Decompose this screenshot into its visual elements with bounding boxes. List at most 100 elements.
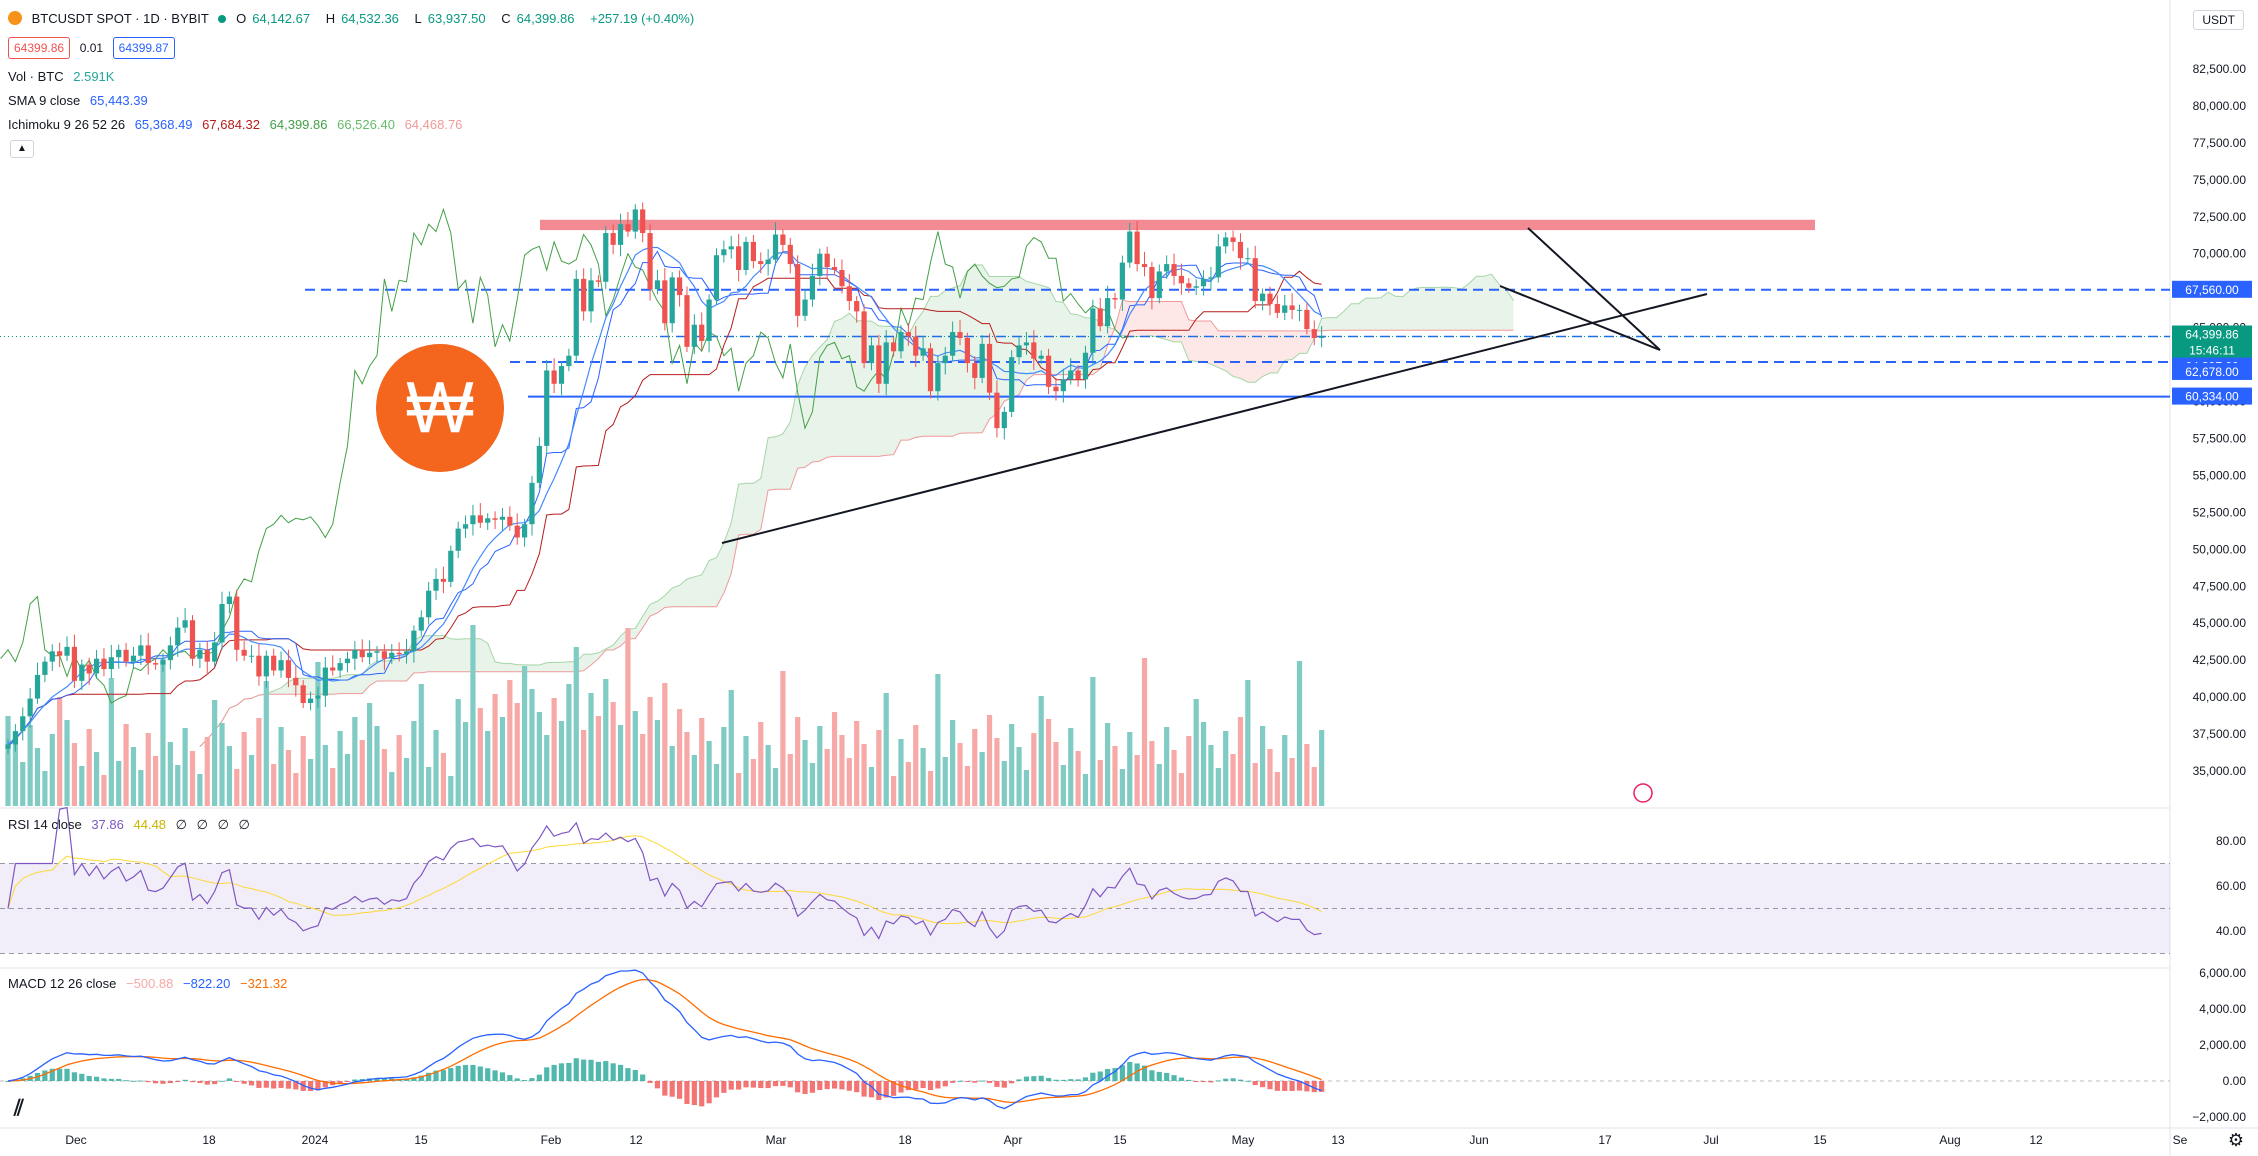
macd-histogram-bar — [470, 1064, 476, 1081]
macd-histogram-bar — [846, 1081, 852, 1091]
ichimoku-chikou-line — [0, 207, 1130, 704]
triangle-lower-line[interactable] — [1499, 285, 1661, 351]
candle-body — [1001, 411, 1007, 429]
volume-bar — [1252, 763, 1258, 806]
volume-bar — [212, 700, 218, 806]
ichimoku-cloud-segment — [495, 661, 503, 672]
macd-histogram-bar — [145, 1081, 151, 1083]
buy-button[interactable]: 64399.87 — [112, 37, 175, 59]
tradingview-logo-icon[interactable]: ⫽ — [14, 1095, 24, 1120]
volume-bar — [721, 727, 727, 806]
volume-legend[interactable]: Vol · BTC 2.591K — [8, 68, 120, 86]
ichimoku-cloud-segment — [1380, 292, 1389, 331]
rsi-line — [7, 806, 1322, 940]
candle-body — [1296, 309, 1303, 311]
ichimoku-cloud-segment — [1203, 320, 1211, 365]
candle-body — [1090, 308, 1096, 353]
ichimoku-cloud-segment — [1225, 330, 1234, 377]
ichimoku-cloud-segment — [827, 321, 835, 458]
ichimoku-label: Ichimoku 9 26 52 26 — [8, 117, 126, 132]
volume-bar — [1038, 696, 1044, 806]
rsi-legend[interactable]: RSI 14 close 37.86 44.48 ∅ ∅ ∅ ∅ — [8, 816, 256, 834]
macd-histogram-bar — [654, 1081, 661, 1089]
collapse-legend-button[interactable]: ▲ — [10, 140, 34, 158]
candle-body — [1009, 357, 1015, 412]
candle-body — [57, 651, 63, 656]
symbol-title[interactable]: BTCUSDT SPOT · 1D · BYBIT — [31, 11, 209, 26]
macd-histogram-bar — [765, 1081, 771, 1089]
volume-bar — [1245, 680, 1251, 806]
macd-legend[interactable]: MACD 12 26 close −500.88 −822.20 −321.32 — [8, 975, 293, 993]
ichimoku-cloud-segment — [738, 483, 746, 536]
ichimoku-cloud-segment — [760, 437, 769, 530]
macd-histogram-bar — [381, 1078, 387, 1081]
candle-body — [1311, 329, 1317, 338]
lightning-icon[interactable] — [1633, 783, 1653, 803]
price-axis-label: 50,000.00 — [2193, 542, 2247, 556]
candle-body — [986, 343, 993, 393]
candle-body — [359, 649, 365, 658]
candle-body — [448, 550, 454, 582]
volume-bar — [625, 628, 631, 806]
volume-bar — [595, 716, 601, 806]
volume-bar — [79, 766, 85, 806]
ichimoku-cloud-segment — [1137, 301, 1145, 337]
price-axis-label: 57,500.00 — [2193, 431, 2247, 445]
volume-bar — [728, 690, 734, 806]
currency-selector[interactable]: USDT — [2193, 10, 2244, 30]
ichimoku-cloud-segment — [731, 484, 739, 574]
macd-histogram-bar — [1274, 1081, 1280, 1091]
candle-body — [1208, 277, 1214, 279]
candle-body — [772, 234, 779, 260]
macd-histogram-bar — [883, 1081, 889, 1098]
macd-histogram-bar — [1119, 1065, 1125, 1081]
ichimoku-cloud-segment — [1115, 300, 1123, 336]
rsi-extra-2: ∅ — [196, 817, 208, 832]
time-axis-label: Mar — [766, 1133, 787, 1147]
volume-bar — [1127, 732, 1133, 806]
candle-body — [979, 343, 985, 378]
candle-body — [440, 578, 447, 582]
volume-bar — [654, 720, 661, 806]
rising-trendline[interactable] — [721, 293, 1708, 544]
ichimoku-cloud-segment — [849, 313, 857, 457]
sma-legend[interactable]: SMA 9 close 65,443.39 — [8, 92, 154, 110]
candle-body — [234, 596, 240, 650]
ichimoku-cloud-segment — [1144, 301, 1152, 337]
macd-histogram-bar — [1075, 1079, 1081, 1081]
settings-gear-icon[interactable]: ⚙ — [2227, 1130, 2244, 1150]
volume-bar — [1304, 744, 1310, 806]
sell-button[interactable]: 64399.86 — [8, 37, 71, 59]
macd-histogram-bar — [1171, 1075, 1177, 1081]
candle-body — [130, 655, 137, 662]
macd-histogram-bar — [544, 1067, 550, 1081]
candle-body — [632, 209, 638, 232]
resistance-zone[interactable] — [540, 219, 1815, 231]
ichimoku-legend[interactable]: Ichimoku 9 26 52 26 65,368.49 67,684.32 … — [8, 116, 468, 134]
macd-histogram-bar — [868, 1081, 875, 1098]
macd-histogram-bar — [1178, 1077, 1185, 1081]
ichimoku-cloud-segment — [332, 676, 341, 695]
ichimoku-span-b-value: 64,468.76 — [404, 117, 463, 132]
macd-histogram-bar — [950, 1081, 956, 1083]
candle-body — [79, 664, 85, 681]
volume-bar — [1045, 719, 1052, 806]
volume-bar — [883, 693, 889, 806]
ichimoku-cloud-segment — [1026, 281, 1034, 381]
macd-histogram-bar — [123, 1080, 129, 1082]
ichimoku-cloud-segment — [753, 478, 761, 535]
volume-bar — [27, 725, 33, 806]
price-tag — [2172, 325, 2252, 343]
candle-body — [817, 253, 823, 276]
volume-bar — [676, 709, 683, 806]
ichimoku-cloud-segment — [1358, 298, 1366, 331]
falling-trendline[interactable] — [1527, 227, 1661, 351]
candle-body — [175, 627, 181, 646]
macd-histogram-bar — [721, 1081, 727, 1093]
macd-axis-label: 6,000.00 — [2199, 966, 2246, 980]
ichimoku-cloud-segment — [1469, 276, 1477, 331]
candle-body — [676, 277, 683, 296]
volume-bar — [307, 759, 314, 806]
candle-body — [927, 348, 934, 392]
